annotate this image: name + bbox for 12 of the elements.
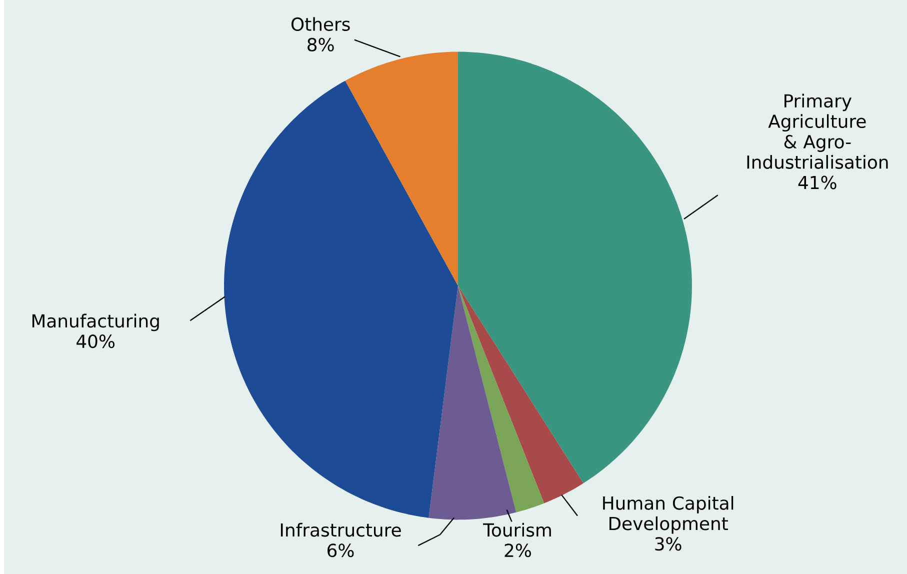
- slice-label: Manufacturing: [32, 314, 159, 331]
- data-label: 8%: [308, 38, 334, 52]
- slice-label: Human Capital Development: [603, 496, 734, 534]
- data-label: 40%: [76, 334, 114, 348]
- data-label: 2%: [504, 543, 531, 557]
- data-label: 41%: [798, 176, 836, 190]
- slice-label: Tourism: [482, 522, 551, 537]
- data-label: 6%: [328, 543, 354, 557]
- slice-label: Infrastructure: [280, 522, 401, 537]
- slice-label: Others: [291, 16, 350, 31]
- data-label: 3%: [655, 536, 682, 550]
- slice-label: Primary Agriculture & Agro-Industrialisation: [747, 94, 888, 169]
